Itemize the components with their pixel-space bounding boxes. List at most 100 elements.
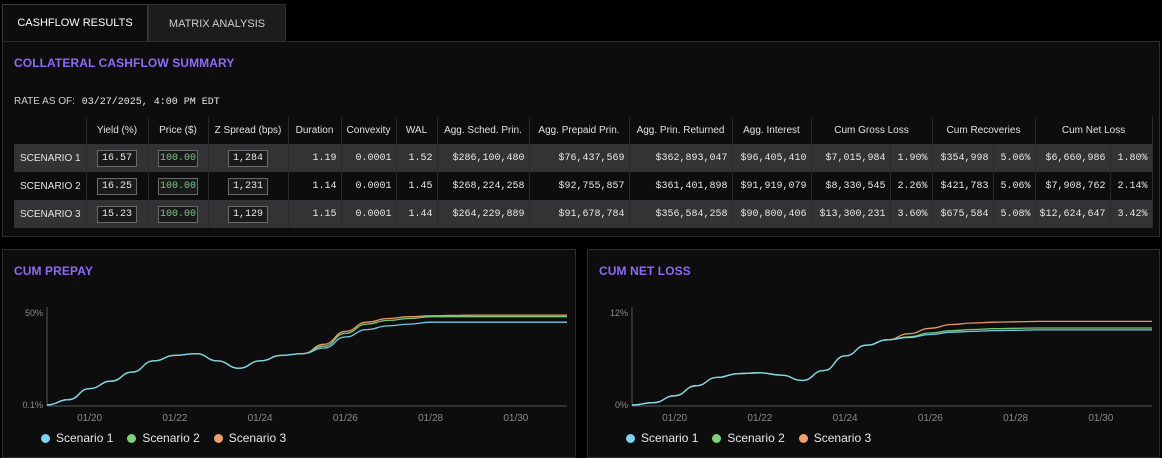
x-tick-label: 01/24 [833,413,858,424]
net-loss-pct-cell: 1.80% [1110,144,1153,172]
price-input[interactable]: 100.00 [158,205,198,223]
collateral-cashflow-summary-panel: COLLATERAL CASHFLOW SUMMARY RATE AS OF: … [2,41,1160,237]
scenario-name: SCENARIO 2 [14,172,87,200]
cum-net-loss-legend: Scenario 1 Scenario 2 Scenario 3 [626,431,885,445]
legend-label: Scenario 2 [142,431,200,445]
legend-label: Scenario 3 [228,431,287,445]
legend-item-scenario-2[interactable]: Scenario 2 [127,431,200,445]
gross-loss-pct-cell: 1.90% [890,144,933,172]
prin-returned-cell: $356,584,258 [629,200,733,228]
prepaid-prin-cell: $92,755,857 [529,172,630,200]
convexity-cell: 0.0001 [341,144,397,172]
gross-loss-cell: $7,015,984 [811,144,891,172]
legend-dot [213,433,223,443]
legend-label: Scenario 1 [641,431,699,445]
price-input[interactable]: 100.00 [158,177,198,195]
yield-cell: 16.57 [86,144,149,172]
legend-item-scenario-1[interactable]: Scenario 1 [41,431,113,445]
legend-item-scenario-1[interactable]: Scenario 1 [626,431,698,445]
x-tick-label: 01/28 [1003,413,1028,424]
prin-returned-cell: $362,893,047 [629,144,733,172]
tab-cashflow-results[interactable]: CASHFLOW RESULTS [2,4,148,42]
net-loss-cell: $7,908,762 [1035,172,1111,200]
convexity-cell: 0.0001 [341,200,397,228]
wal-cell: 1.44 [396,200,438,228]
duration-cell: 1.14 [288,172,342,200]
legend-dot [127,433,137,443]
recoveries-pct-cell: 5.06% [993,144,1036,172]
prepaid-prin-cell: $76,437,569 [529,144,630,172]
col-header-cum-gross-loss: Cum Gross Loss [811,117,933,144]
cum-prepay-chart: 50% 0.1% 01/20 01/22 01/24 01/26 01/28 01/30 [22,307,567,424]
recoveries-pct-cell: 5.06% [993,172,1036,200]
cum-prepay-legend: Scenario 1 Scenario 2 Scenario 3 [41,431,300,445]
zspread-input[interactable]: 1,284 [228,149,268,167]
x-tick-label: 01/24 [248,413,273,424]
y-tick-label: 50% [25,308,43,318]
interest-cell: $90,800,406 [732,200,812,228]
cashflow-summary-table: Yield (%) Price ($) Z Spread (bps) Durat… [14,117,1153,228]
legend-dot [798,433,808,443]
cum-net-loss-chart: 12% 0% 01/20 01/22 01/24 01/26 01/28 01/30 [610,307,1152,424]
convexity-cell: 0.0001 [341,172,397,200]
legend-item-scenario-2[interactable]: Scenario 2 [712,431,785,445]
summary-title: COLLATERAL CASHFLOW SUMMARY [14,56,235,70]
cum-prepay-panel: CUM PREPAY 50% 0.1% 01/20 01/22 01/24 01/26 01… [2,249,576,458]
table-row: SCENARIO 2 16.25 100.00 1,231 1.14 0.000… [14,172,1153,200]
x-tick-label: 01/22 [747,413,772,424]
x-tick-label: 01/20 [77,413,102,424]
col-header-agg-prepaid-prin: Agg. Prepaid Prin. [529,117,630,144]
series-line-scenario-3 [46,314,567,406]
yield-input[interactable]: 15.23 [97,205,137,223]
y-tick-label: 12% [610,308,628,318]
scenario-name: SCENARIO 3 [14,200,87,228]
legend-label: Scenario 2 [727,431,785,445]
recoveries-cell: $421,783 [932,172,994,200]
series-line-scenario-3 [631,320,1152,406]
zspread-input[interactable]: 1,129 [228,205,268,223]
wal-cell: 1.52 [396,144,438,172]
recoveries-cell: $354,998 [932,144,994,172]
sched-prin-cell: $268,224,258 [437,172,530,200]
yield-cell: 16.25 [86,172,149,200]
interest-cell: $96,405,410 [732,144,812,172]
table-row: SCENARIO 1 16.57 100.00 1,284 1.19 0.000… [14,144,1153,172]
y-tick-label: 0.1% [22,400,43,410]
col-header-scenario [14,117,87,144]
col-header-convexity: Convexity [341,117,397,144]
legend-dot [41,433,50,443]
y-tick-label: 0% [615,400,628,410]
legend-item-scenario-3[interactable]: Scenario 3 [213,431,287,445]
price-cell: 100.00 [148,172,209,200]
rate-value: 03/27/2025, 4:00 PM EDT [81,97,220,108]
col-header-cum-net-loss: Cum Net Loss [1035,117,1153,144]
gross-loss-cell: $13,300,231 [811,200,891,228]
net-loss-pct-cell: 3.42% [1110,200,1153,228]
yield-input[interactable]: 16.57 [97,149,137,167]
cum-net-loss-title: CUM NET LOSS [599,264,691,278]
x-tick-label: 01/26 [333,413,358,424]
gross-loss-cell: $8,330,545 [811,172,891,200]
price-cell: 100.00 [148,200,209,228]
price-input[interactable]: 100.00 [158,149,198,167]
x-tick-label: 01/26 [918,413,943,424]
legend-item-scenario-3[interactable]: Scenario 3 [798,431,872,445]
zspread-input[interactable]: 1,231 [228,177,268,195]
price-cell: 100.00 [148,144,209,172]
yield-input[interactable]: 16.25 [97,177,137,195]
x-tick-label: 01/22 [162,413,187,424]
col-header-agg-sched-prin: Agg. Sched. Prin. [437,117,530,144]
x-tick-label: 01/20 [662,413,687,424]
sched-prin-cell: $264,229,889 [437,200,530,228]
prin-returned-cell: $361,401,898 [629,172,733,200]
zspread-cell: 1,231 [208,172,289,200]
x-tick-label: 01/30 [503,413,528,424]
cum-net-loss-panel: CUM NET LOSS 12% 0% 01/20 01/22 01/24 01/26 01… [587,249,1160,458]
tab-bar: CASHFLOW RESULTS MATRIX ANALYSIS [2,4,286,42]
tab-matrix-analysis[interactable]: MATRIX ANALYSIS [148,4,286,42]
legend-label: Scenario 3 [813,431,872,445]
x-tick-label: 01/28 [418,413,443,424]
interest-cell: $91,919,079 [732,172,812,200]
legend-dot [626,433,635,443]
recoveries-pct-cell: 5.08% [993,200,1036,228]
